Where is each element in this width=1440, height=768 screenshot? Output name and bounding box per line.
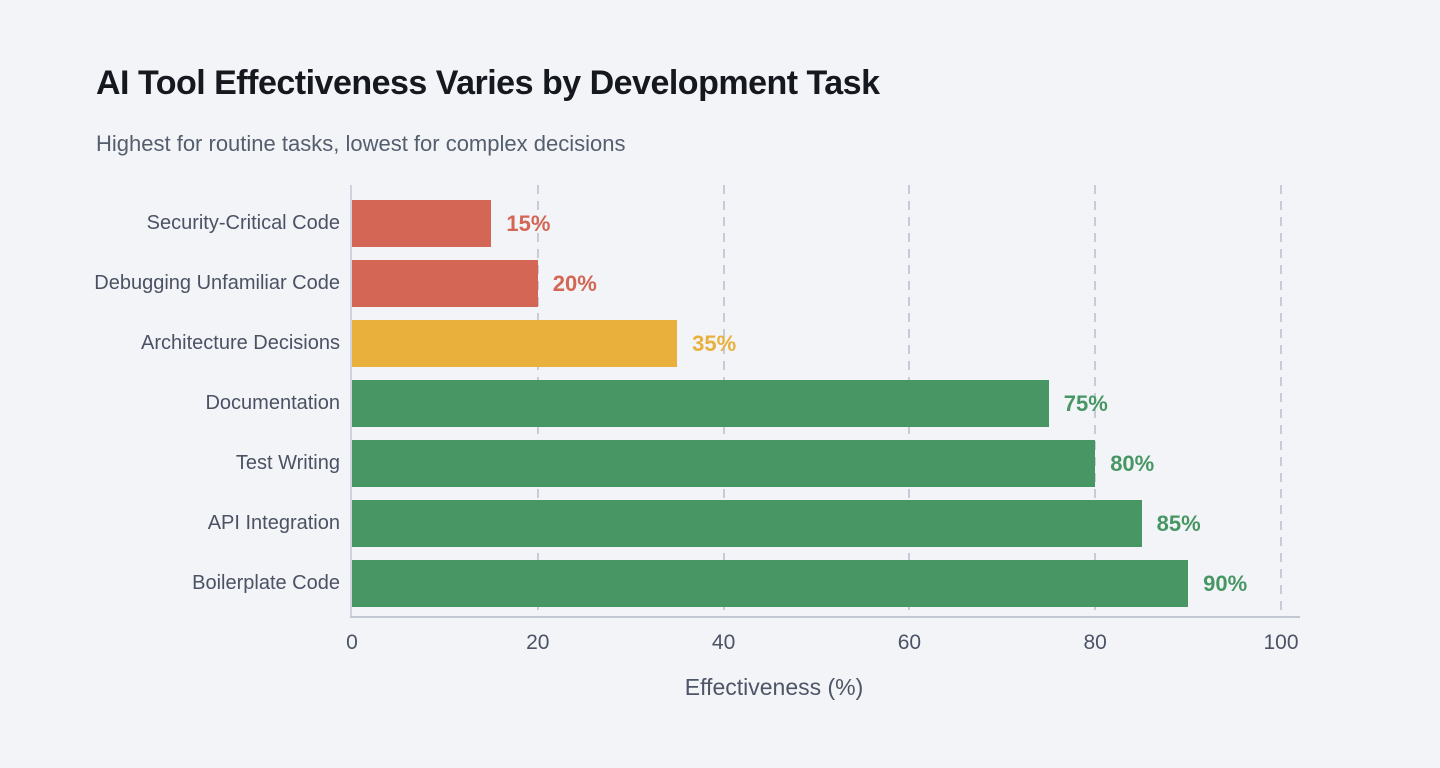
gridline-0 <box>350 185 352 616</box>
category-label-api-integration: API Integration <box>207 512 340 534</box>
value-label: 35% <box>692 331 737 356</box>
bar-row: 20% <box>352 260 597 307</box>
bar-documentation <box>352 380 1049 427</box>
bar-architecture-decisions <box>352 320 678 367</box>
bar-row: 80% <box>352 440 1154 487</box>
x-tick-40: 40 <box>711 631 736 654</box>
bar-security-critical-code <box>352 200 492 247</box>
gridline-80 <box>1094 185 1097 616</box>
category-label-security-critical-code: Security-Critical Code <box>146 212 340 234</box>
bar-debugging-unfamiliar-code <box>352 260 538 307</box>
x-tick-60: 60 <box>897 631 922 654</box>
x-tick-100: 100 <box>1263 631 1299 654</box>
value-label: 75% <box>1063 391 1108 416</box>
x-tick-20: 20 <box>526 631 550 654</box>
x-tick-80: 80 <box>1083 631 1107 654</box>
x-tick-0: 0 <box>346 631 358 654</box>
bar-row: 15% <box>352 200 550 247</box>
gridline-100 <box>1280 185 1282 616</box>
category-label-debugging-unfamiliar-code: Debugging Unfamiliar Code <box>94 272 340 294</box>
value-label: 80% <box>1110 451 1155 476</box>
category-label-boilerplate-code: Boilerplate Code <box>192 572 340 594</box>
bar-row: 85% <box>352 500 1201 547</box>
value-label: 20% <box>552 271 597 296</box>
bar-row: 90% <box>352 560 1247 607</box>
bar-row: 75% <box>352 380 1108 427</box>
bar-row: 35% <box>352 320 736 367</box>
x-axis-line <box>350 616 1300 618</box>
value-label: 15% <box>506 211 551 236</box>
category-label-architecture-decisions: Architecture Decisions <box>141 332 340 354</box>
plot-area: 15% 20% 35% 75% 80% 85% <box>350 185 1300 617</box>
bar-api-integration <box>352 500 1142 547</box>
category-label-documentation: Documentation <box>205 392 340 414</box>
chart-title: AI Tool Effectiveness Varies by Developm… <box>96 64 880 102</box>
value-label: 90% <box>1203 571 1248 596</box>
chart-subtitle: Highest for routine tasks, lowest for co… <box>96 131 626 156</box>
value-label: 85% <box>1156 511 1201 536</box>
chart-area: Security-Critical Code Debugging Unfamil… <box>0 185 1440 725</box>
x-axis-title: Effectiveness (%) <box>684 674 864 700</box>
category-label-test-writing: Test Writing <box>235 452 340 474</box>
bar-test-writing <box>352 440 1096 487</box>
bar-boilerplate-code <box>352 560 1189 607</box>
